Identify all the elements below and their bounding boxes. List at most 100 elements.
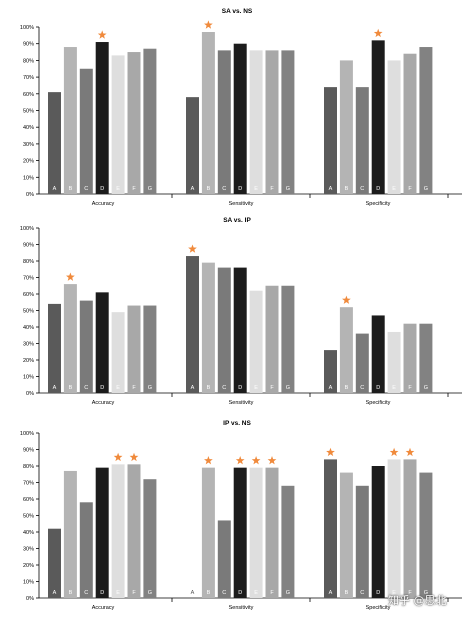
bar-letter-label: F <box>132 385 136 391</box>
bar-letter-label: F <box>408 385 412 391</box>
bar-specificity-c <box>355 485 369 598</box>
bar-sensitivity-f <box>265 285 279 393</box>
category-label-accuracy: Accuracy <box>92 400 115 406</box>
chart-title: IP vs. NS <box>223 420 251 427</box>
bar-letter-label: C <box>222 590 226 596</box>
bar-sensitivity-e <box>249 467 263 598</box>
bar-specificity-a <box>324 459 337 598</box>
significance-star-icon <box>235 456 245 465</box>
significance-star-icon <box>129 452 139 462</box>
bar-accuracy-f <box>127 305 141 393</box>
bar-accuracy-g <box>143 479 157 598</box>
y-tick-label: 20% <box>23 358 34 364</box>
bar-sensitivity-b <box>201 32 215 195</box>
bar-specificity-d <box>371 40 385 194</box>
bar-sensitivity-c <box>217 50 231 194</box>
bar-letter-label: C <box>84 385 88 391</box>
bar-sensitivity-d <box>233 467 247 598</box>
bar-letter-label: C <box>360 590 364 596</box>
bar-letter-label: A <box>329 186 333 192</box>
bar-letter-label: B <box>345 385 349 391</box>
bar-letter-label: F <box>270 186 274 192</box>
y-tick-label: 100% <box>20 25 34 31</box>
bar-letter-label: G <box>286 590 290 596</box>
bar-accuracy-a <box>48 92 61 194</box>
bar-sensitivity-d <box>233 267 247 393</box>
bar-specificity-g <box>419 47 433 194</box>
bar-letter-label: G <box>148 186 152 192</box>
bar-letter-label: B <box>345 590 349 596</box>
y-tick-label: 20% <box>23 159 34 165</box>
bar-accuracy-a <box>48 303 61 393</box>
y-tick-label: 0% <box>26 596 34 602</box>
bar-accuracy-c <box>79 502 93 598</box>
y-tick-label: 40% <box>23 125 34 131</box>
bar-accuracy-b <box>63 284 77 393</box>
bar-accuracy-e <box>111 55 125 194</box>
y-tick-label: 70% <box>23 481 34 487</box>
bar-specificity-f <box>403 53 417 194</box>
bar-specificity-e <box>387 459 401 598</box>
bar-sensitivity-g <box>281 485 295 598</box>
bar-letter-label: D <box>100 186 104 192</box>
bar-letter-label: B <box>207 385 211 391</box>
bar-accuracy-c <box>79 300 93 393</box>
y-tick-label: 20% <box>23 563 34 569</box>
bar-letter-label: A <box>53 186 57 192</box>
bar-letter-label: C <box>222 385 226 391</box>
bar-specificity-c <box>355 333 369 393</box>
bar-specificity-b <box>339 307 353 393</box>
y-tick-label: 60% <box>23 292 34 298</box>
bar-letter-label: E <box>254 385 258 391</box>
bar-sensitivity-a <box>186 97 199 194</box>
bar-letter-label: B <box>69 186 73 192</box>
bar-letter-label: G <box>148 590 152 596</box>
bar-letter-label: F <box>132 186 136 192</box>
y-tick-label: 80% <box>23 464 34 470</box>
bar-letter-label: F <box>132 590 136 596</box>
bar-accuracy-d <box>95 467 109 598</box>
bar-letter-label: B <box>69 590 73 596</box>
y-tick-label: 90% <box>23 42 34 48</box>
bar-letter-label: B <box>345 186 349 192</box>
bar-specificity-e <box>387 60 401 195</box>
bar-specificity-a <box>324 87 337 194</box>
y-tick-label: 40% <box>23 325 34 331</box>
bar-sensitivity-d <box>233 43 247 195</box>
bar-letter-label: C <box>222 186 226 192</box>
bar-letter-label: E <box>254 186 258 192</box>
bar-sensitivity-f <box>265 50 279 194</box>
bar-letter-label: E <box>392 590 396 596</box>
bar-letter-label: F <box>408 186 412 192</box>
bar-letter-label: C <box>84 590 88 596</box>
significance-star-icon <box>251 456 261 465</box>
bar-letter-label: E <box>392 385 396 391</box>
bar-accuracy-f <box>127 464 141 598</box>
bar-letter-label: E <box>116 385 120 391</box>
bar-accuracy-d <box>95 292 109 393</box>
category-label-sensitivity: Sensitivity <box>229 400 254 406</box>
bar-specificity-f <box>403 459 417 598</box>
bar-letter-label: D <box>376 385 380 391</box>
bar-letter-label: G <box>148 385 152 391</box>
bar-accuracy-f <box>127 52 141 194</box>
bar-specificity-b <box>339 472 353 598</box>
y-tick-label: 50% <box>23 309 34 315</box>
bar-accuracy-b <box>63 47 77 194</box>
bar-letter-label: A <box>329 590 333 596</box>
bar-sensitivity-a <box>186 256 199 393</box>
bar-letter-label: G <box>424 385 428 391</box>
bar-accuracy-g <box>143 48 157 195</box>
y-tick-label: 80% <box>23 58 34 64</box>
chart-panel-2: SA vs. IP 0% 10% 20% 30% 40% 50% 60% 70% 80% 90% 10… <box>20 217 462 406</box>
bar-letter-label: A <box>53 385 57 391</box>
y-tick-label: 50% <box>23 514 34 520</box>
bar-letter-label: F <box>408 590 412 596</box>
y-tick-label: 30% <box>23 142 34 148</box>
bar-letter-label: E <box>392 186 396 192</box>
bar-letter-label: G <box>286 186 290 192</box>
y-tick-label: 100% <box>20 431 34 437</box>
bar-sensitivity-e <box>249 290 263 393</box>
significance-star-icon <box>267 456 277 465</box>
